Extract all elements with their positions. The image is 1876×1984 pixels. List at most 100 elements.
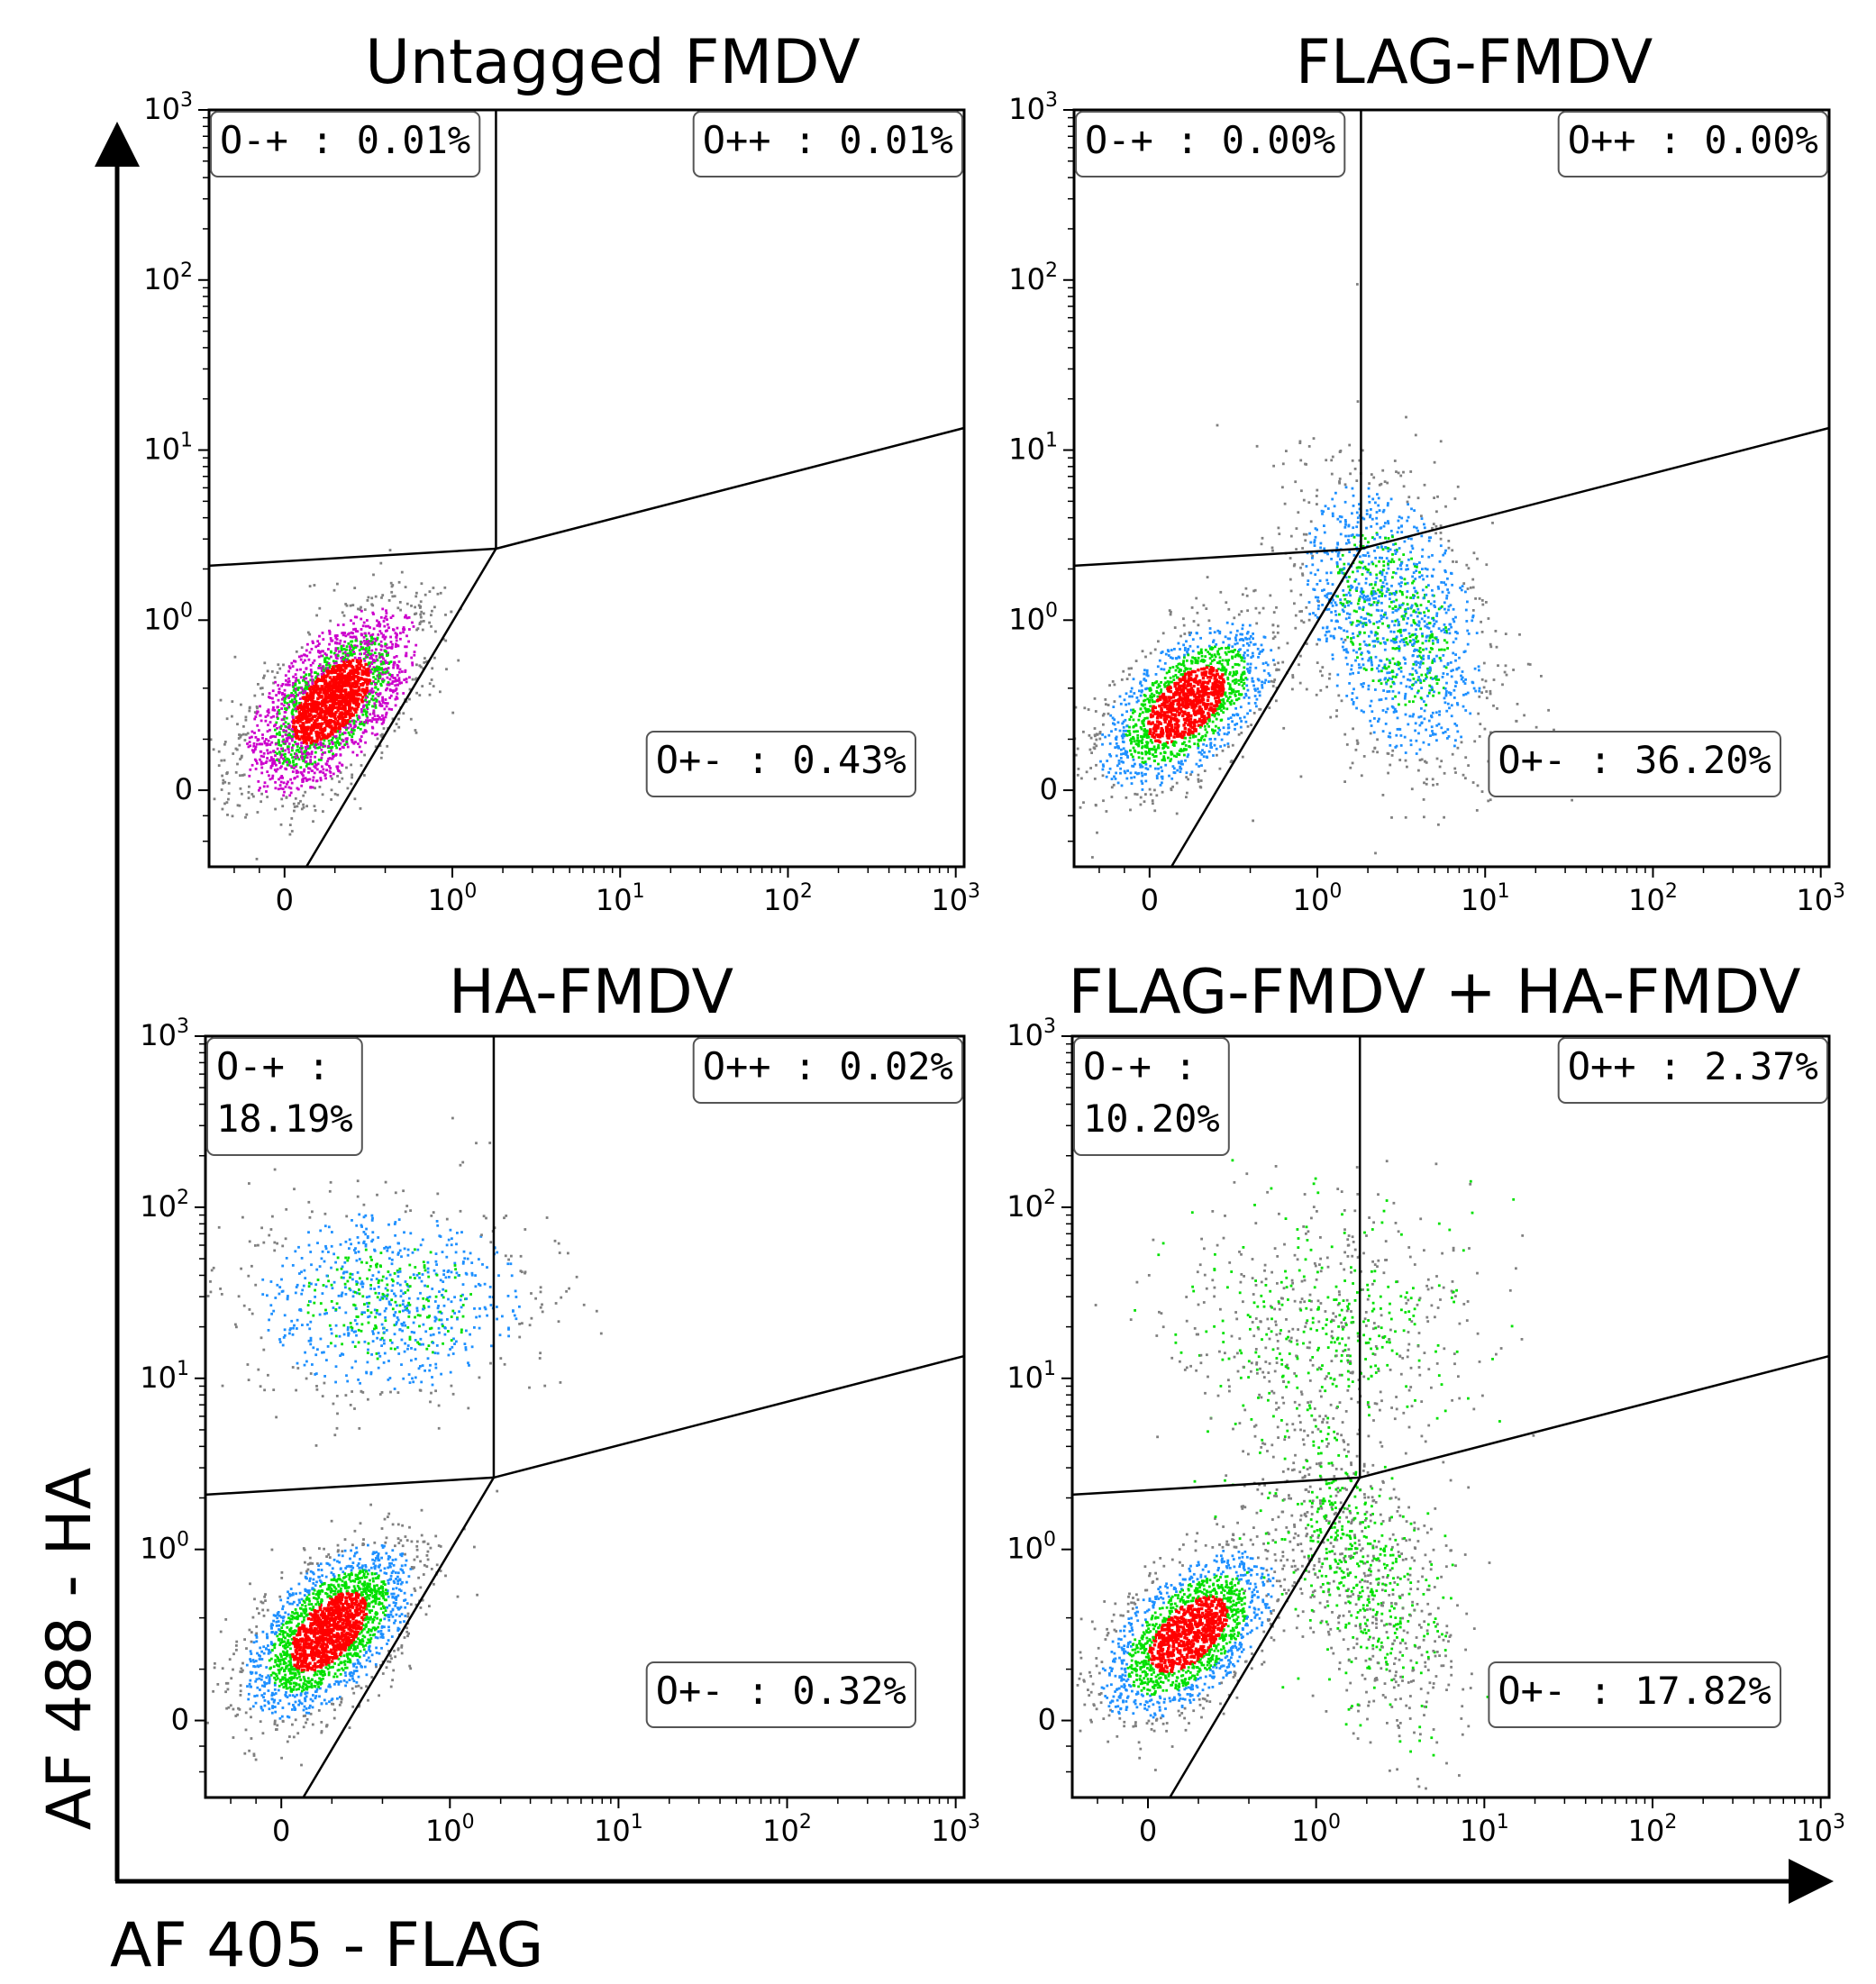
event-dot	[317, 687, 322, 691]
event-dot	[1188, 732, 1191, 736]
event-dot	[1166, 714, 1170, 718]
event-dot	[1386, 690, 1389, 693]
event-dot	[1382, 564, 1386, 568]
event-dot	[352, 719, 356, 723]
event-dot	[308, 651, 312, 654]
event-dot	[1335, 546, 1339, 550]
event-dot	[347, 701, 351, 705]
event-dot	[1178, 662, 1181, 666]
event-dot	[1215, 724, 1217, 728]
event-dot	[1163, 759, 1167, 762]
event-dot	[331, 684, 335, 688]
event-dot	[1122, 729, 1125, 733]
event-dot	[1077, 768, 1080, 770]
event-dot	[248, 709, 251, 713]
event-dot	[259, 787, 261, 789]
event-dot	[303, 670, 305, 674]
event-dot	[1258, 652, 1261, 655]
event-dot	[260, 754, 263, 758]
event-dot	[1138, 689, 1141, 693]
event-dot	[290, 735, 294, 738]
panels-layer: Untagged FMDV00100100101101102102103103O…	[140, 27, 1845, 1848]
event-dot	[1143, 669, 1146, 672]
event-dot	[1212, 683, 1216, 687]
event-dot	[328, 687, 332, 692]
event-dot	[352, 668, 357, 672]
event-dot	[324, 698, 328, 702]
event-dot	[1429, 677, 1433, 679]
event-dot	[296, 678, 300, 682]
event-dot	[316, 725, 320, 730]
event-dot	[372, 709, 376, 713]
event-dot	[1471, 781, 1475, 784]
event-dot	[1270, 546, 1274, 550]
event-dot	[255, 760, 258, 762]
event-dot	[1480, 631, 1484, 633]
event-dot	[310, 648, 314, 651]
event-dot	[311, 714, 315, 718]
event-dot	[334, 649, 338, 652]
event-dot	[254, 745, 258, 749]
event-dot	[1340, 603, 1343, 605]
event-dot	[303, 751, 306, 754]
event-dot	[1199, 636, 1202, 640]
event-dot	[248, 736, 251, 740]
event-dot	[1162, 714, 1166, 718]
event-dot	[395, 642, 397, 646]
event-dot	[1206, 676, 1210, 679]
event-dot	[352, 647, 355, 650]
event-dot	[369, 669, 372, 672]
event-dot	[1431, 688, 1434, 691]
event-dot	[1143, 744, 1147, 748]
event-dot	[299, 704, 303, 707]
event-dot	[367, 596, 370, 599]
event-dot	[366, 655, 369, 659]
event-dot	[1404, 695, 1407, 698]
event-dot	[355, 693, 360, 696]
event-dot	[1129, 739, 1132, 742]
event-dot	[275, 763, 278, 767]
event-dot	[1164, 652, 1168, 656]
event-dot	[292, 689, 296, 692]
event-dot	[350, 619, 352, 623]
event-dot	[338, 733, 342, 737]
event-dot	[351, 669, 354, 673]
event-dot	[351, 735, 354, 738]
event-dot	[253, 717, 257, 721]
event-dot	[1361, 663, 1365, 667]
event-dot	[1437, 723, 1441, 726]
event-dot	[346, 653, 350, 657]
event-dot	[1175, 734, 1179, 738]
event-dot	[286, 695, 288, 698]
event-dot	[1348, 600, 1352, 604]
event-dot	[1249, 641, 1252, 644]
event-dot	[310, 736, 314, 740]
event-dot	[1145, 730, 1149, 733]
event-dot	[420, 582, 423, 586]
event-dot	[386, 683, 389, 687]
event-dot	[337, 686, 341, 689]
event-dot	[319, 737, 323, 741]
event-dot	[305, 696, 308, 700]
event-dot	[1253, 588, 1257, 592]
event-dot	[1264, 678, 1268, 682]
event-dot	[314, 671, 316, 674]
event-dot	[383, 616, 387, 620]
event-dot	[1404, 703, 1407, 706]
event-dot	[365, 653, 369, 657]
event-dot	[1143, 678, 1146, 681]
event-dot	[1257, 678, 1261, 682]
event-dot	[353, 725, 356, 729]
event-dot	[342, 713, 346, 716]
event-dot	[1426, 667, 1429, 670]
event-dot	[1213, 743, 1216, 747]
event-dot	[1261, 648, 1265, 651]
event-dot	[387, 683, 391, 687]
event-dot	[359, 727, 362, 731]
event-dot	[374, 745, 378, 749]
event-dot	[414, 595, 418, 598]
event-dot	[1464, 756, 1468, 760]
event-dot	[386, 744, 389, 748]
event-dot	[1442, 553, 1445, 557]
event-dot	[351, 773, 354, 777]
